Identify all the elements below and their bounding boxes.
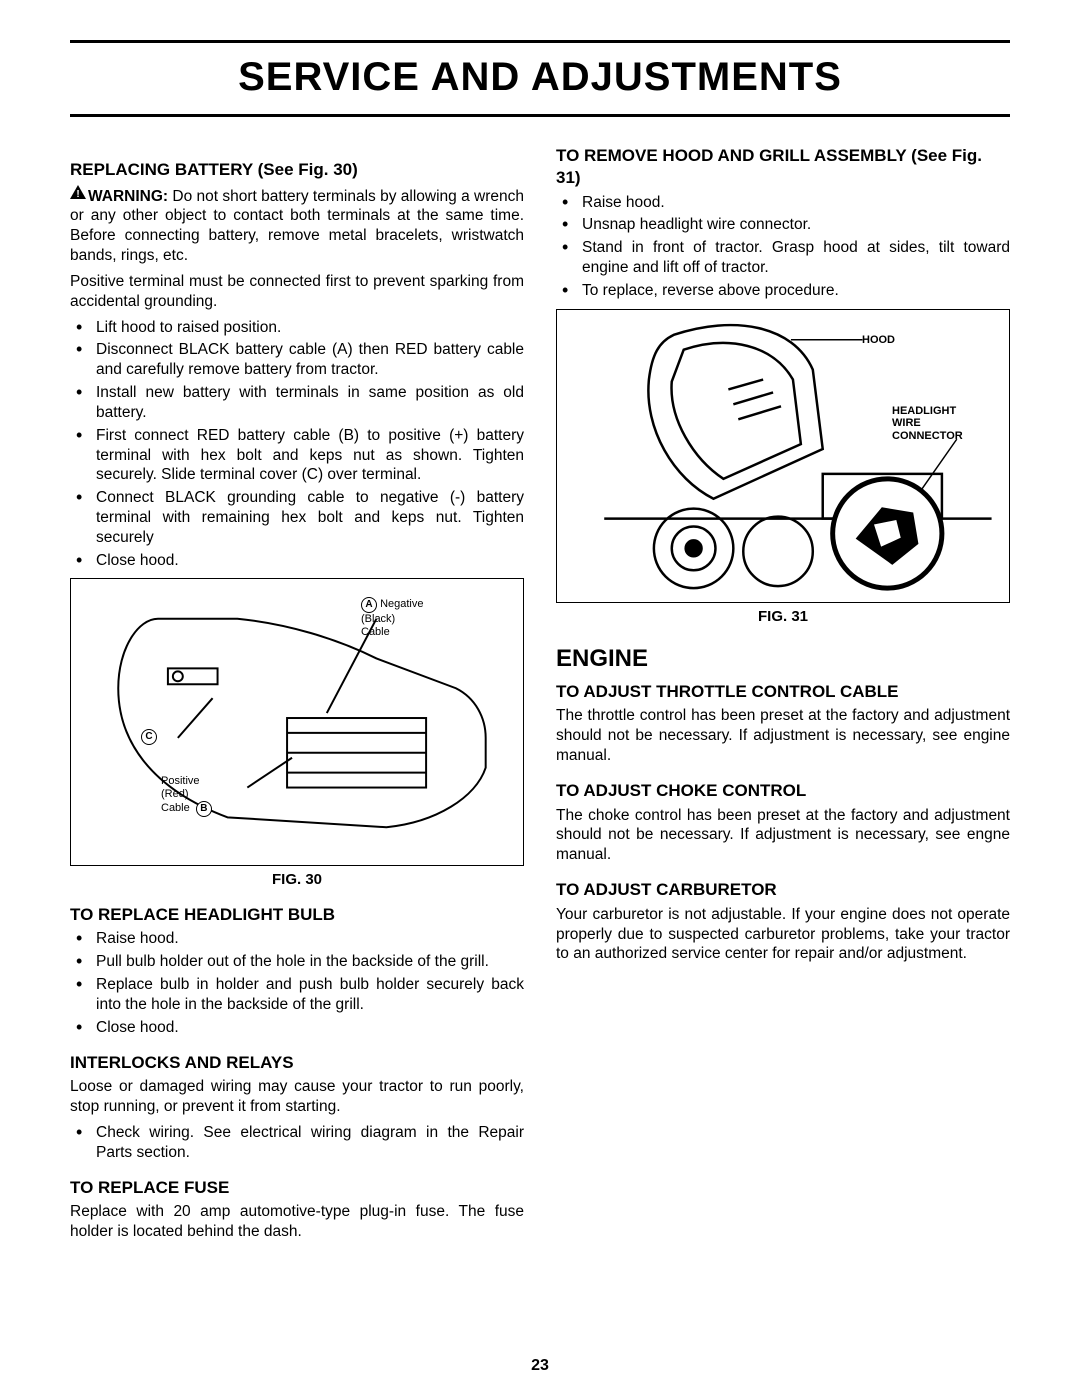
callout-a-icon: A bbox=[361, 597, 377, 613]
list-item: First connect RED battery cable (B) to p… bbox=[70, 426, 524, 485]
list-item: To replace, reverse above procedure. bbox=[556, 281, 1010, 301]
warning-paragraph: ! WARNING: Do not short battery terminal… bbox=[70, 185, 524, 266]
throttle-para: The throttle control has been preset at … bbox=[556, 706, 1010, 765]
hood-steps: Raise hood. Unsnap headlight wire connec… bbox=[556, 193, 1010, 301]
figure-31-caption: FIG. 31 bbox=[556, 607, 1010, 626]
heading-throttle: TO ADJUST THROTTLE CONTROL CABLE bbox=[556, 681, 1010, 703]
callout-hood-text: HOOD bbox=[862, 334, 895, 347]
figure-31: HOOD HEADLIGHT WIRE CONNECTOR bbox=[556, 309, 1010, 603]
choke-para: The choke control has been preset at the… bbox=[556, 806, 1010, 865]
callout-b-text: Positive (Red) Cable bbox=[161, 775, 200, 813]
callout-b-icon: B bbox=[196, 801, 212, 817]
interlocks-para: Loose or damaged wiring may cause your t… bbox=[70, 1077, 524, 1117]
list-item: Stand in front of tractor. Grasp hood at… bbox=[556, 238, 1010, 278]
two-column-layout: REPLACING BATTERY (See Fig. 30) ! WARNIN… bbox=[70, 145, 1010, 1248]
carb-para: Your carburetor is not adjustable. If yo… bbox=[556, 905, 1010, 964]
right-column: TO REMOVE HOOD AND GRILL ASSEMBLY (See F… bbox=[556, 145, 1010, 1248]
heading-engine: ENGINE bbox=[556, 644, 1010, 675]
list-item: Unsnap headlight wire connector. bbox=[556, 215, 1010, 235]
heading-fuse: TO REPLACE FUSE bbox=[70, 1177, 524, 1199]
battery-steps: Lift hood to raised position. Disconnect… bbox=[70, 318, 524, 571]
callout-connector-text: HEADLIGHT WIRE CONNECTOR bbox=[892, 405, 963, 443]
warning-icon: ! bbox=[70, 185, 86, 205]
figure-30: A Negative (Black) Cable C Positive (Red… bbox=[70, 578, 524, 866]
list-item: Disconnect BLACK battery cable (A) then … bbox=[70, 340, 524, 380]
fuse-para: Replace with 20 amp automotive-type plug… bbox=[70, 1202, 524, 1242]
figure-30-caption: FIG. 30 bbox=[70, 870, 524, 889]
heading-hood: TO REMOVE HOOD AND GRILL ASSEMBLY (See F… bbox=[556, 145, 1010, 189]
list-item: Pull bulb holder out of the hole in the … bbox=[70, 952, 524, 972]
list-item: Connect BLACK grounding cable to negativ… bbox=[70, 488, 524, 547]
heading-headlight: TO REPLACE HEADLIGHT BULB bbox=[70, 904, 524, 926]
callout-c-icon: C bbox=[141, 729, 157, 745]
warning-label: WARNING: bbox=[88, 188, 168, 205]
page-number: 23 bbox=[0, 1357, 1080, 1375]
battery-para2: Positive terminal must be connected firs… bbox=[70, 272, 524, 312]
list-item: Install new battery with terminals in sa… bbox=[70, 383, 524, 423]
list-item: Check wiring. See electrical wiring diag… bbox=[70, 1123, 524, 1163]
list-item: Raise hood. bbox=[556, 193, 1010, 213]
headlight-steps: Raise hood. Pull bulb holder out of the … bbox=[70, 929, 524, 1037]
heading-choke: TO ADJUST CHOKE CONTROL bbox=[556, 780, 1010, 802]
list-item: Lift hood to raised position. bbox=[70, 318, 524, 338]
list-item: Replace bulb in holder and push bulb hol… bbox=[70, 975, 524, 1015]
svg-text:!: ! bbox=[76, 189, 79, 199]
list-item: Raise hood. bbox=[70, 929, 524, 949]
list-item: Close hood. bbox=[70, 551, 524, 571]
interlocks-steps: Check wiring. See electrical wiring diag… bbox=[70, 1123, 524, 1163]
heading-interlocks: INTERLOCKS AND RELAYS bbox=[70, 1052, 524, 1074]
page-title: SERVICE AND ADJUSTMENTS bbox=[70, 40, 1010, 117]
heading-replacing-battery: REPLACING BATTERY (See Fig. 30) bbox=[70, 159, 524, 181]
battery-diagram-svg bbox=[71, 579, 523, 865]
heading-carb: TO ADJUST CARBURETOR bbox=[556, 879, 1010, 901]
list-item: Close hood. bbox=[70, 1018, 524, 1038]
hood-diagram-svg bbox=[557, 310, 1009, 602]
left-column: REPLACING BATTERY (See Fig. 30) ! WARNIN… bbox=[70, 145, 524, 1248]
